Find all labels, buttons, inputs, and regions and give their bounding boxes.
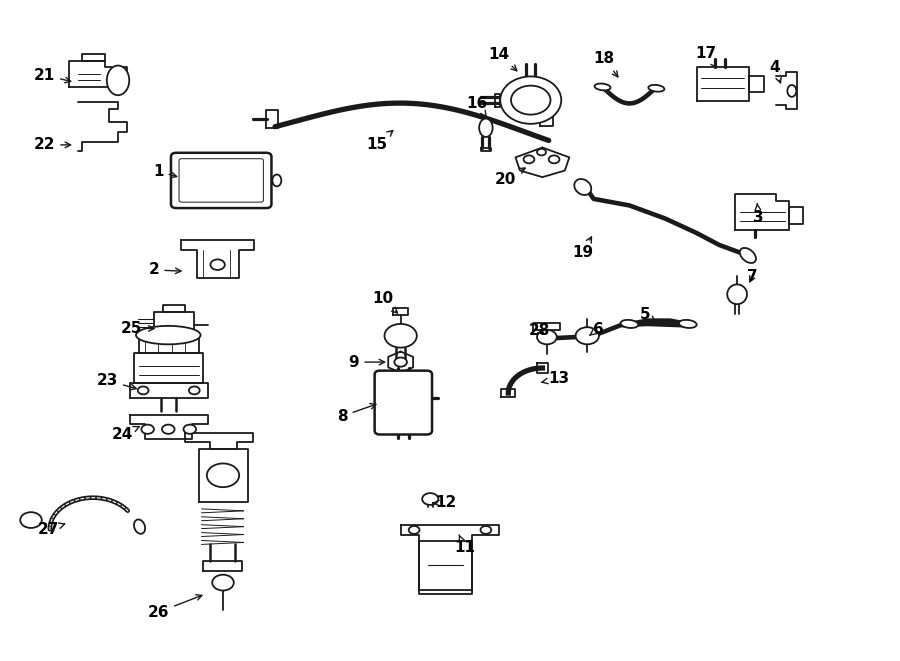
Ellipse shape [134,520,145,534]
Circle shape [211,259,225,270]
Ellipse shape [727,284,747,304]
Ellipse shape [136,326,201,344]
FancyBboxPatch shape [374,371,432,434]
Text: 13: 13 [542,371,569,386]
Text: 17: 17 [695,46,716,67]
Text: 22: 22 [33,137,70,153]
Ellipse shape [500,77,562,124]
Ellipse shape [595,83,610,91]
Text: 15: 15 [366,130,392,152]
Text: 27: 27 [38,522,65,537]
Text: 25: 25 [121,321,154,336]
Ellipse shape [788,85,796,97]
Ellipse shape [621,320,638,328]
Ellipse shape [740,248,756,263]
Circle shape [20,512,41,528]
Circle shape [162,424,175,434]
Circle shape [481,526,491,534]
Text: 18: 18 [594,51,618,77]
Text: 1: 1 [153,164,176,178]
Circle shape [537,149,546,155]
Circle shape [384,324,417,348]
Circle shape [537,330,557,344]
Ellipse shape [648,85,664,92]
Text: 2: 2 [148,262,181,278]
Text: 19: 19 [572,237,593,260]
Circle shape [141,424,154,434]
Circle shape [524,155,535,163]
Text: 10: 10 [372,292,398,313]
Ellipse shape [107,65,130,95]
Text: 5: 5 [640,307,656,323]
Circle shape [394,358,407,367]
Text: 11: 11 [454,535,475,555]
Circle shape [138,387,148,395]
Text: 6: 6 [590,322,603,336]
Ellipse shape [679,320,697,328]
Circle shape [511,86,551,114]
Text: 7: 7 [747,269,758,284]
Text: 26: 26 [148,595,202,620]
Text: 8: 8 [337,404,376,424]
Text: 23: 23 [96,373,136,390]
Text: 14: 14 [489,46,517,71]
Ellipse shape [574,179,591,195]
Text: 28: 28 [529,323,551,338]
Circle shape [189,387,200,395]
Text: 24: 24 [112,426,140,442]
Text: 4: 4 [770,59,781,83]
Text: 16: 16 [466,96,488,116]
FancyBboxPatch shape [171,153,272,208]
Circle shape [576,327,598,344]
Ellipse shape [273,175,282,186]
Ellipse shape [479,118,492,137]
Text: 9: 9 [348,354,384,369]
Text: 20: 20 [495,168,526,186]
Text: 12: 12 [433,496,457,510]
Circle shape [409,526,419,534]
Text: 3: 3 [753,204,764,225]
Circle shape [207,463,239,487]
Text: 21: 21 [34,67,71,83]
Circle shape [549,155,560,163]
Circle shape [422,493,438,505]
Circle shape [184,424,196,434]
Circle shape [212,574,234,590]
